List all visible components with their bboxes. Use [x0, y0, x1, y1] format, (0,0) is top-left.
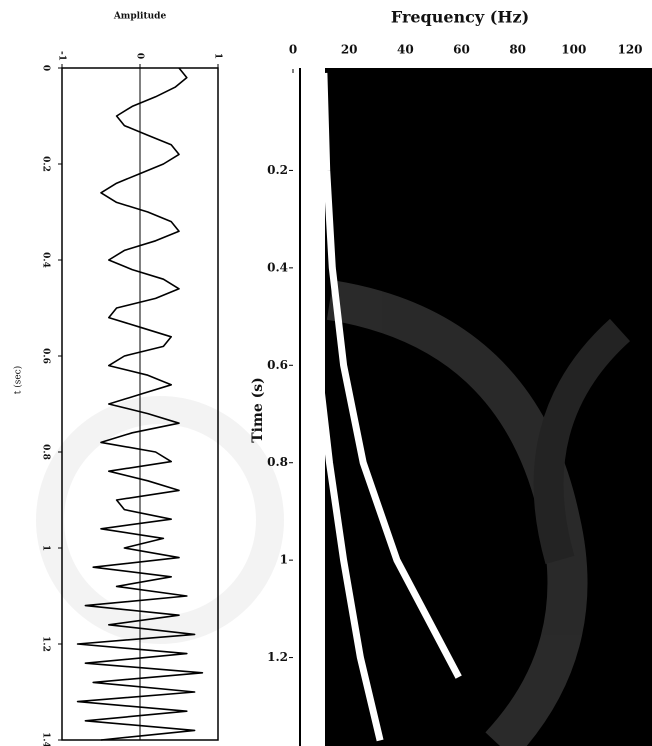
y-tick-label: 0 [41, 65, 51, 71]
y-tick-label: 0.6 [267, 358, 288, 372]
trace [76, 67, 204, 741]
x-tick-label: 120 [617, 43, 642, 57]
y-tick-label: 0.2 [41, 156, 51, 172]
left-title: Amplitude [113, 12, 167, 22]
x-tick-label: 0 [289, 43, 297, 57]
y-tick-label: 0.8 [41, 444, 51, 460]
right-y-label: Time (s) [250, 377, 266, 442]
x-tick-label: 60 [453, 43, 470, 57]
y-tick-label: 0.4 [267, 260, 288, 274]
y-tick-label: 0.4 [41, 252, 51, 268]
x-tick-label: 40 [397, 43, 414, 57]
x-tick-label: 80 [509, 43, 526, 57]
y-tick-label: 0.8 [267, 455, 288, 469]
trace [320, 72, 462, 679]
y-tick-label: 0.6 [41, 348, 51, 364]
y-tick-label: 1.4 [41, 732, 51, 746]
y-tick-label: 1.2 [267, 650, 288, 664]
right-title: Frequency (Hz) [391, 8, 529, 27]
left-y-label: t (sec) [13, 366, 24, 395]
x-tick-label: -1 [57, 51, 67, 61]
x-tick-label: 0 [135, 53, 145, 59]
x-tick-label: 20 [341, 43, 358, 57]
y-tick-label: 1.2 [41, 636, 51, 652]
y-tick-label: 1 [41, 545, 51, 551]
x-tick-label: 1 [213, 53, 223, 59]
spectrogram-background [325, 68, 652, 746]
trace [303, 72, 384, 742]
y-tick-label: 0.2 [267, 163, 288, 177]
x-tick-label: 100 [561, 43, 586, 57]
y-tick-label: 1 [280, 553, 288, 567]
